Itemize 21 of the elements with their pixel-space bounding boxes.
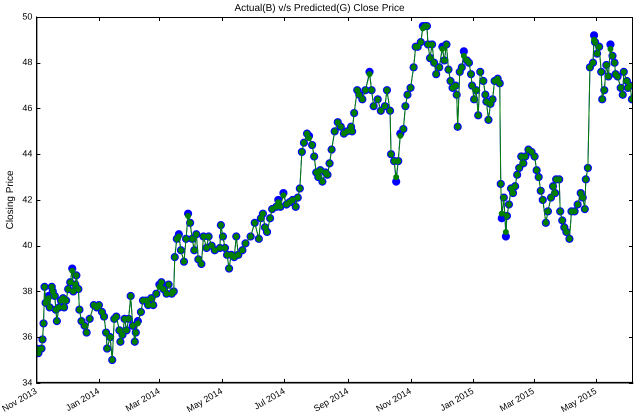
x-tick-label: Sep 2014 [312,386,350,414]
x-tick-label: Nov 2014 [374,386,413,414]
x-tick-label: Mar 2015 [498,386,536,414]
x-tick-label: May 2014 [184,386,224,414]
y-tick-label: 44 [22,148,32,159]
x-tick-label: Mar 2014 [124,386,162,414]
x-tick-label: Jan 2014 [64,386,102,413]
chart-title: Actual(B) v/s Predicted(G) Close Price [234,2,405,14]
y-tick-label: 48 [22,57,32,68]
x-tick-label: Jan 2015 [438,386,476,413]
y-tick-label: 38 [22,286,32,296]
y-axis-title: Closing Price [5,170,16,230]
y-tick-label: 42 [22,194,32,204]
y-tick-label: 34 [22,377,32,388]
y-tick-label: 40 [22,240,32,250]
y-tick-label: 46 [22,102,32,113]
x-tick-label: May 2015 [559,386,598,414]
x-tick-label: Jul 2014 [252,386,287,412]
y-tick-label: 36 [22,332,32,342]
y-tick-label: 50 [22,11,32,22]
x-tick-label: Nov 2013 [0,386,39,414]
